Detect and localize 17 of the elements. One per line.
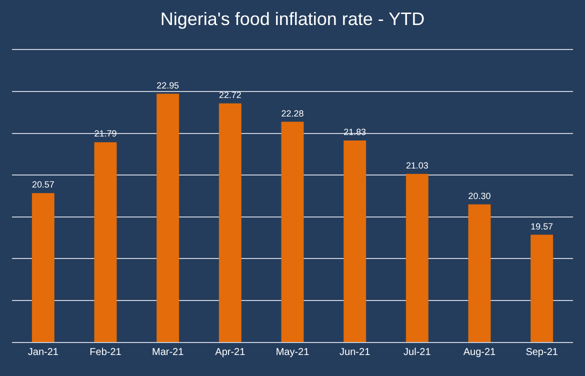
data-label: 20.30 [468,190,491,201]
data-label: 19.57 [530,221,554,232]
data-label: 22.95 [156,80,180,90]
x-tick-label: May-21 [276,347,310,358]
x-tick-label: Sep-21 [526,347,558,358]
data-label: 22.28 [281,108,304,118]
chart-title: Nigeria's food inflation rate - YTD [160,9,425,30]
x-tick-label: Feb-21 [90,347,122,358]
data-label: 20.57 [32,180,54,190]
x-tick-label: Jan-21 [28,347,59,358]
data-label: 21.03 [406,160,428,170]
data-label: 22.72 [218,90,242,100]
x-tick-label: Mar-21 [152,347,184,358]
x-tick-label: Jul-21 [404,347,432,358]
x-tick-label: Apr-21 [215,347,246,358]
x-tick-label: Jun-21 [340,347,371,358]
x-tick-label: Aug-21 [463,347,496,358]
